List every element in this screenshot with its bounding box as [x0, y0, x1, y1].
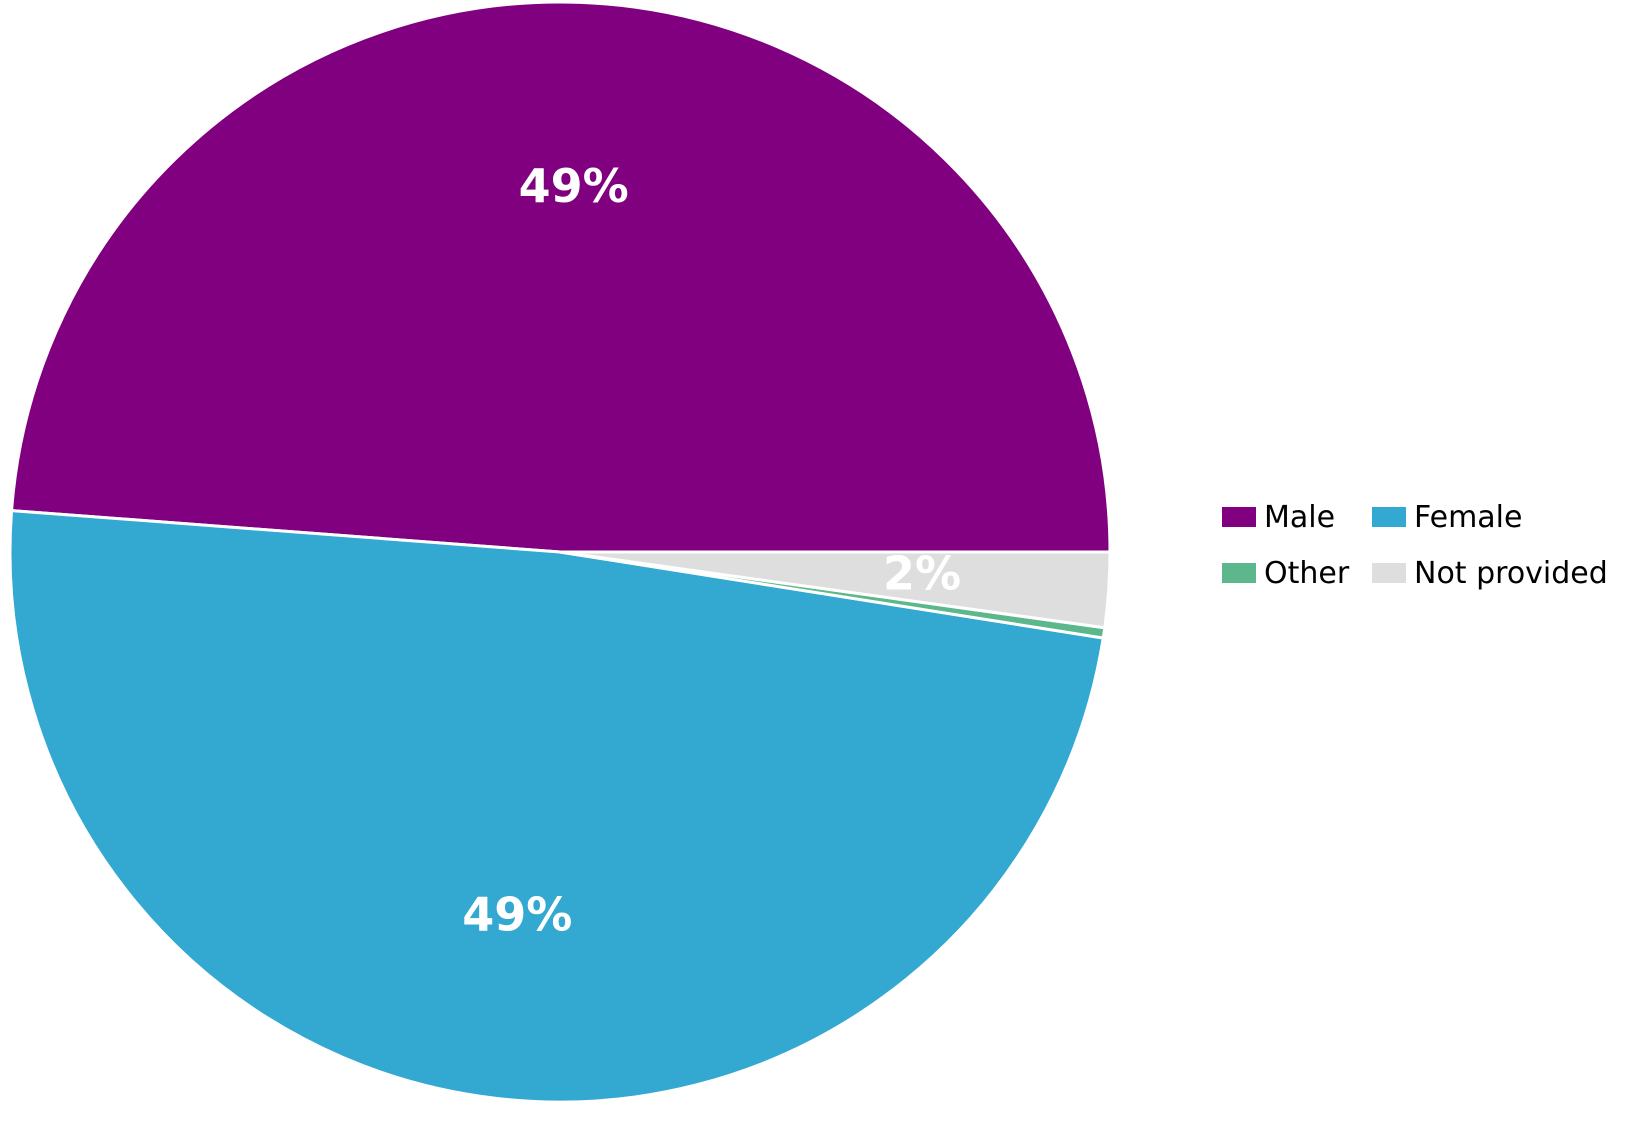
legend: Male Female Other Not provided [1222, 499, 1622, 591]
legend-swatch-male [1222, 507, 1256, 527]
legend-label-other: Other [1264, 555, 1350, 591]
legend-item-not-provided: Not provided [1372, 555, 1622, 591]
legend-item-other: Other [1222, 555, 1372, 591]
pie-slice-male [10, 0, 1112, 554]
legend-label-male: Male [1264, 499, 1336, 535]
pie-slice-not-provided [558, 550, 1112, 630]
legend-item-male: Male [1222, 499, 1372, 535]
data-label-not-provided: 2% [883, 547, 961, 601]
legend-label-not-provided: Not provided [1414, 555, 1608, 591]
pie-slice-female [8, 509, 1105, 1104]
data-label-female: 49% [462, 888, 572, 942]
legend-swatch-not-provided [1372, 563, 1406, 583]
pie-slices [8, 0, 1112, 1104]
legend-item-female: Female [1372, 499, 1622, 535]
legend-label-female: Female [1414, 499, 1523, 535]
pie-data-labels: 49% 49% 2% [462, 159, 961, 942]
data-label-male: 49% [519, 159, 629, 213]
legend-swatch-female [1372, 507, 1406, 527]
legend-swatch-other [1222, 563, 1256, 583]
